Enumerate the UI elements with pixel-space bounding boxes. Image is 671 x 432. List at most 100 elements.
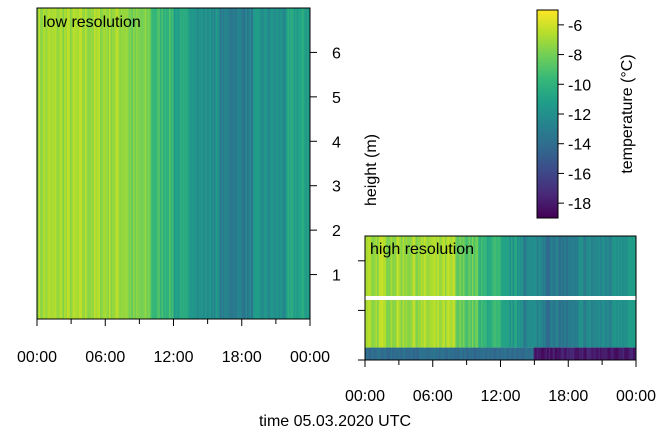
high-res-column: [617, 236, 620, 348]
high-res-column: [497, 236, 500, 348]
high-res-ground-cell: [595, 347, 598, 360]
colorbar-tick-label: -12: [568, 107, 591, 124]
high-res-ground-cell: [372, 347, 375, 360]
low-res-column: [224, 8, 227, 319]
high-res-ground-cell: [565, 347, 568, 360]
low-res-column: [143, 8, 146, 319]
high-res-ground-cell: [437, 347, 440, 360]
high-res-ground-cell: [467, 347, 470, 360]
high-res-column: [435, 236, 438, 348]
high-res-column: [628, 236, 631, 348]
low-res-column: [169, 8, 171, 319]
high-res-column: [429, 236, 432, 348]
high-res-column: [369, 236, 372, 348]
low-res-column: [245, 8, 248, 319]
low-res-column: [175, 8, 177, 319]
low-res-column: [305, 8, 308, 319]
high-res-ground-cell: [593, 347, 596, 360]
high-res-ground-cell: [559, 347, 562, 360]
high-res-ground-cell: [495, 347, 498, 360]
high-res-ground-cell: [458, 347, 461, 360]
high-res-column: [620, 236, 623, 348]
high-res-column: [508, 236, 510, 348]
high-res-ground-cell: [485, 347, 488, 360]
high-res-column: [590, 236, 593, 348]
low-res-column: [47, 8, 50, 319]
high-res-ground-cell: [431, 347, 434, 360]
high-res-column: [456, 236, 459, 348]
panel-low-resolution: low resolution 00:00 06:00 12:00 18:00 00:00…: [17, 7, 380, 366]
high-res-column: [526, 236, 528, 348]
low-res-column: [232, 8, 234, 319]
high-res-x-tick-label: 00:00: [345, 388, 385, 405]
low-res-y-tick-label: 1: [332, 268, 341, 285]
high-res-ground-cell: [529, 347, 532, 360]
low-res-column: [95, 8, 98, 319]
high-res-ground-cell: [626, 347, 629, 360]
high-res-column: [604, 236, 607, 348]
high-res-ground-cell: [387, 347, 390, 360]
high-res-column: [503, 236, 506, 348]
high-res-column: [462, 236, 465, 348]
high-res-column: [586, 236, 589, 348]
high-res-ground-cell: [511, 347, 513, 360]
low-res-column: [89, 8, 92, 319]
high-res-heatmap: [365, 236, 637, 360]
low-res-column: [284, 8, 287, 319]
high-res-ground-cell: [634, 347, 637, 360]
low-res-column: [146, 8, 149, 319]
high-res-ground-cell: [417, 347, 420, 360]
high-res-ground-cell: [584, 347, 587, 360]
high-res-ground-cell: [539, 347, 542, 360]
low-res-column: [85, 8, 87, 319]
low-res-x-tick-label: 00:00: [290, 349, 330, 366]
low-res-column: [254, 8, 257, 319]
high-res-column: [626, 236, 629, 348]
low-res-column: [209, 8, 212, 319]
low-res-column: [205, 8, 207, 319]
low-res-column: [265, 8, 267, 319]
low-res-heatmap: [37, 8, 311, 319]
low-res-column: [184, 8, 186, 319]
high-res-ground-cell: [449, 347, 452, 360]
colorbar-scale: [536, 9, 559, 219]
high-res-column: [536, 236, 539, 348]
high-res-column: [523, 236, 525, 348]
low-res-column: [149, 8, 152, 319]
high-res-ground-cell: [632, 347, 635, 360]
high-res-ground-cell: [506, 347, 509, 360]
high-res-column: [544, 236, 547, 348]
high-res-column: [383, 236, 385, 348]
high-res-column: [381, 236, 384, 348]
high-res-ground-cell: [500, 347, 503, 360]
low-res-column: [269, 8, 272, 319]
low-res-column: [118, 8, 120, 319]
high-res-column: [438, 236, 441, 348]
high-res-column: [480, 236, 483, 348]
low-res-column: [263, 8, 266, 319]
high-res-column: [399, 236, 402, 348]
high-res-column: [520, 236, 522, 348]
low-res-column: [74, 8, 77, 319]
low-res-column: [164, 8, 167, 319]
low-res-column: [62, 8, 65, 319]
high-res-ground-cell: [568, 347, 571, 360]
high-res-column: [384, 236, 387, 348]
low-res-column: [241, 8, 243, 319]
high-res-ground-cell: [569, 347, 572, 360]
high-res-column: [491, 236, 494, 348]
low-res-x-tick-label: 06:00: [85, 349, 125, 366]
high-res-column: [426, 236, 429, 348]
high-res-column: [598, 236, 601, 348]
low-res-column: [202, 8, 204, 319]
colorbar-ticks: -6 -8 -10 -12 -14 -16 -18: [558, 18, 591, 213]
low-res-column: [148, 8, 150, 319]
high-res-ground-cell: [438, 347, 441, 360]
high-res-ground-cell: [498, 347, 501, 360]
low-res-column: [86, 8, 89, 319]
high-res-column: [577, 236, 580, 348]
low-res-column: [142, 8, 144, 319]
high-res-column: [535, 236, 538, 348]
high-res-ground-cell: [459, 347, 462, 360]
high-res-column: [500, 236, 503, 348]
